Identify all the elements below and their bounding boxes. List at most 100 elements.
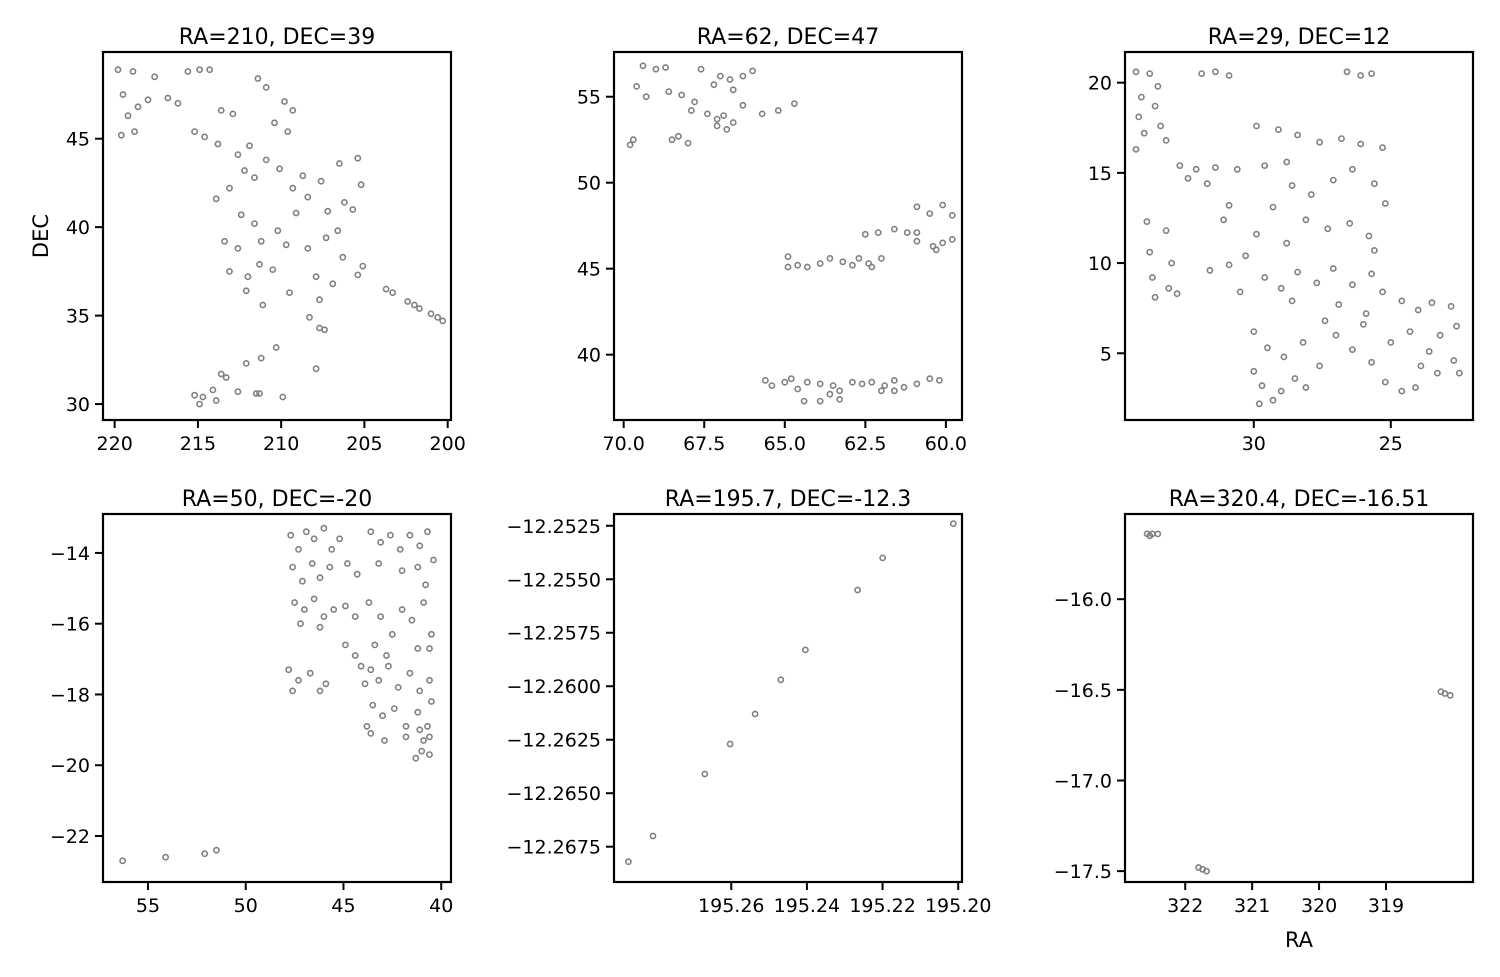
data-point <box>1146 532 1154 540</box>
data-point <box>295 546 302 553</box>
scatter-points <box>114 66 447 408</box>
data-point <box>229 110 237 118</box>
data-point <box>320 524 328 532</box>
data-point <box>201 850 209 858</box>
data-point <box>269 266 277 273</box>
data-point <box>257 237 265 245</box>
data-point <box>234 388 242 396</box>
data-point <box>310 535 318 543</box>
data-point <box>1299 338 1307 346</box>
data-point <box>206 66 213 74</box>
data-point <box>262 84 270 91</box>
y-tick-label: −12.2550 <box>507 569 602 591</box>
x-tick-label: 215 <box>180 433 216 455</box>
data-point <box>354 154 362 162</box>
x-tick-label: 210 <box>263 433 299 455</box>
data-point <box>1379 144 1386 151</box>
data-point <box>287 531 295 539</box>
data-point <box>254 75 262 82</box>
data-point <box>684 139 692 147</box>
data-point <box>119 857 126 865</box>
data-point <box>310 595 318 603</box>
axes-frame <box>612 50 964 422</box>
data-point <box>1434 369 1441 377</box>
panel-title: RA=195.7, DEC=-12.3 <box>665 487 911 512</box>
y-tick-label: 45 <box>66 129 90 151</box>
data-point <box>1360 320 1367 328</box>
data-point <box>226 267 233 275</box>
x-tick-label: 195.20 <box>925 895 991 917</box>
data-point <box>281 98 288 105</box>
data-point <box>306 669 314 677</box>
data-point <box>665 88 673 95</box>
data-point <box>117 131 125 139</box>
data-point <box>412 754 420 762</box>
data-point <box>1294 131 1301 139</box>
scatter-points <box>1132 68 1463 408</box>
data-point <box>1357 140 1365 148</box>
data-point <box>124 112 132 120</box>
data-point <box>687 107 695 114</box>
data-point <box>282 241 290 249</box>
data-point <box>749 67 756 75</box>
data-point <box>713 115 721 123</box>
data-point <box>388 630 396 638</box>
data-point <box>209 386 217 394</box>
data-point <box>386 531 394 539</box>
data-point <box>408 616 416 624</box>
data-point <box>272 344 280 351</box>
data-point <box>913 237 921 245</box>
data-point <box>791 100 798 107</box>
data-point <box>361 680 369 688</box>
data-point <box>903 229 911 236</box>
data-point <box>816 397 824 405</box>
data-point <box>410 301 418 309</box>
data-point <box>316 296 323 304</box>
data-point <box>295 676 302 684</box>
data-point <box>668 136 676 144</box>
data-point <box>321 326 328 334</box>
data-point <box>1316 138 1323 146</box>
y-tick-label: 45 <box>577 259 601 281</box>
data-point <box>398 567 406 574</box>
data-point <box>726 740 734 748</box>
data-point <box>1212 164 1219 171</box>
data-point <box>858 380 866 388</box>
panel-3: RA=29, DEC=12 30 25 5 10 15 20 <box>1088 25 1475 455</box>
data-point <box>1206 266 1214 274</box>
x-axis-label: RA <box>1285 928 1314 952</box>
data-point <box>320 613 328 620</box>
data-point <box>367 666 375 674</box>
data-point <box>434 313 442 321</box>
data-point <box>1192 165 1200 173</box>
data-point <box>1135 113 1143 121</box>
data-point <box>1338 135 1345 142</box>
data-point <box>420 599 427 606</box>
x-tick-label: 322 <box>1167 895 1203 917</box>
data-point <box>879 554 886 562</box>
data-point <box>751 710 759 718</box>
data-point <box>340 198 348 206</box>
data-point <box>1264 344 1271 352</box>
data-point <box>1261 274 1269 281</box>
data-point <box>1381 200 1389 207</box>
data-point <box>1302 384 1310 391</box>
data-point <box>1406 328 1414 335</box>
y-tick-label: 30 <box>66 394 90 416</box>
data-point <box>418 747 426 755</box>
data-point <box>353 570 361 578</box>
data-point <box>939 239 947 247</box>
data-point <box>768 382 776 389</box>
data-point <box>131 128 138 135</box>
data-point <box>1253 122 1260 130</box>
data-point <box>404 298 412 305</box>
data-point <box>1302 216 1310 224</box>
data-point <box>1261 162 1269 169</box>
x-tick-label: 45 <box>331 895 355 917</box>
data-point <box>710 81 718 89</box>
data-point <box>1381 378 1389 386</box>
data-point <box>369 701 377 709</box>
data-point <box>427 698 435 705</box>
data-point <box>1288 297 1296 305</box>
data-point <box>343 560 351 567</box>
